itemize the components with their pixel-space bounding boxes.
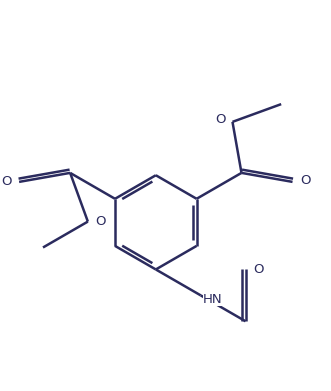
Text: O: O [1, 176, 12, 188]
Text: O: O [95, 215, 106, 228]
Text: O: O [215, 113, 226, 126]
Text: HN: HN [203, 294, 222, 307]
Text: O: O [300, 174, 310, 187]
Text: O: O [253, 263, 263, 276]
